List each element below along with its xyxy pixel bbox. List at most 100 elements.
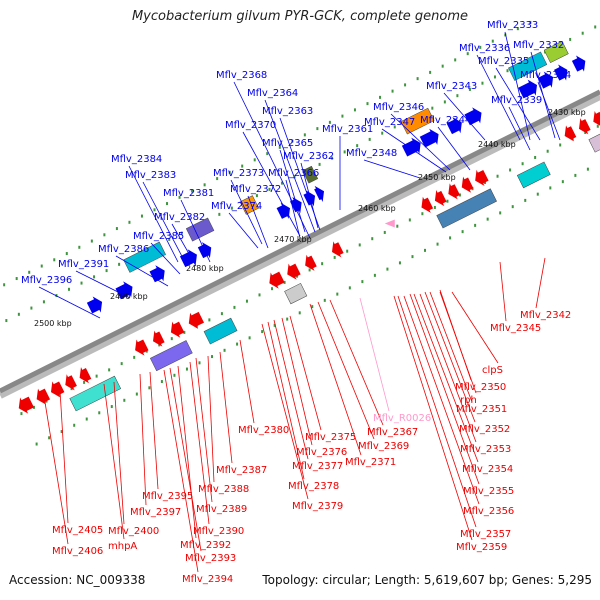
tick-dot — [506, 69, 509, 73]
forward-gene-arrow — [290, 197, 302, 214]
leader-line-reverse — [309, 303, 362, 456]
leader-line-reverse — [424, 291, 476, 423]
reverse-gene-arrow-shape — [448, 183, 460, 200]
reverse-gene-arrow — [305, 254, 317, 271]
leader-line-forward — [38, 286, 101, 319]
tick-dot — [416, 77, 419, 81]
forward-gene-arrow — [276, 202, 291, 219]
conservation-bar — [284, 282, 308, 305]
features — [18, 40, 600, 414]
reverse-gene-arrow — [331, 241, 344, 258]
leader-line-forward — [443, 92, 486, 141]
gene-label-forward: Mflv_2366 — [268, 168, 319, 179]
reverse-gene-arrow — [434, 190, 447, 207]
gene-label-reverse: Mflv_2387 — [216, 465, 267, 476]
tick-dot — [584, 130, 587, 134]
tick-dot — [90, 239, 93, 243]
leader-line-forward — [230, 179, 263, 245]
tick-dot — [461, 230, 464, 234]
ruler-label: 2480 kbp — [186, 264, 224, 273]
forward-gene-arrow-shape — [149, 265, 165, 283]
tick-dot — [559, 143, 562, 147]
tick-dot — [396, 224, 399, 228]
leader-line-forward — [437, 126, 471, 171]
tick-dot — [383, 230, 386, 234]
tick-dot — [393, 125, 396, 129]
leader-line-forward — [242, 131, 301, 237]
tick-dot — [218, 212, 221, 216]
gene-label-forward: Mflv_2381 — [163, 188, 214, 199]
tick-dot — [594, 25, 597, 29]
gene-label-reverse: clpS — [482, 365, 503, 376]
gene-label-reverse: Mflv_2400 — [108, 526, 159, 537]
forward-gene-arrow-shape — [464, 107, 482, 126]
gene-label-forward: Mflv_2339 — [491, 95, 542, 106]
tick-dot — [98, 411, 101, 415]
tick-dot — [253, 158, 256, 162]
leader-line-forward — [504, 31, 531, 141]
tick-dot — [481, 81, 484, 85]
tick-dot — [466, 52, 469, 56]
gene-label-forward: Mflv_2346 — [373, 102, 424, 113]
tick-dot — [160, 380, 163, 384]
tick-dot — [83, 380, 86, 384]
leader-line-reverse — [429, 291, 473, 403]
tick-dot — [373, 273, 376, 277]
forward-gene-arrow-shape — [86, 296, 103, 314]
tick-dot — [328, 120, 331, 124]
leader-line-reverse — [393, 295, 473, 541]
tick-dot — [85, 417, 88, 421]
forward-gene-arrow — [464, 107, 482, 126]
tick-dot — [191, 189, 194, 193]
tick-dot — [454, 58, 457, 62]
conservation-bar — [400, 107, 435, 135]
forward-gene-arrow-shape — [554, 64, 568, 81]
gene-label-forward: Mflv_2396 — [21, 275, 72, 286]
tick-dot — [391, 89, 394, 93]
tick-dot — [17, 312, 20, 316]
leader-line-reverse — [419, 293, 477, 443]
tick-dot — [241, 164, 244, 168]
tick-dot — [110, 405, 113, 409]
tick-dots — [3, 20, 599, 446]
reverse-gene-arrow — [421, 196, 434, 213]
tick-dot — [433, 205, 436, 209]
tick-dot — [404, 83, 407, 87]
tick-dot — [216, 177, 219, 181]
forward-gene-arrow-shape — [537, 71, 554, 89]
gene-label-reverse: Mflv_2397 — [130, 507, 181, 518]
ruler-label: 2440 kbp — [478, 140, 516, 149]
gene-label-reverse: Mflv_2388 — [198, 484, 249, 495]
tick-dot — [280, 181, 283, 185]
conservation-bar — [123, 241, 166, 273]
forward-gene-arrow-shape — [314, 185, 325, 202]
tick-dot — [173, 373, 176, 377]
tick-dot — [258, 293, 261, 297]
reverse-gene-arrow — [18, 396, 34, 414]
tick-dot — [170, 337, 173, 341]
reverse-gene-arrow-shape — [287, 263, 301, 280]
ruler-label: 2450 kbp — [418, 173, 456, 182]
leader-line-reverse — [535, 257, 546, 309]
conservation-bar — [203, 317, 238, 345]
tick-dot — [516, 27, 519, 31]
tick-dot — [211, 355, 214, 359]
tick-dot — [491, 39, 494, 43]
gene-label-forward: Mflv_2364 — [247, 88, 298, 99]
tick-dot — [366, 102, 369, 106]
reverse-gene-arrow-shape — [170, 321, 185, 338]
tick-dot — [316, 127, 319, 131]
tick-dot — [311, 305, 314, 309]
leader-line-forward — [233, 81, 311, 239]
tick-dot — [536, 192, 539, 196]
topology-text: Topology: circular; Length: 5,619,607 bp… — [262, 573, 592, 587]
tick-dot — [53, 258, 56, 262]
leader-line-forward — [495, 67, 541, 141]
leader-line-reverse — [281, 317, 313, 446]
tick-dot — [571, 137, 574, 141]
gene-label-forward: Mflv_2361 — [322, 124, 373, 135]
tick-dot — [333, 255, 336, 259]
tick-dot — [561, 180, 564, 184]
forward-gene-arrow-shape — [179, 249, 197, 268]
reverse-gene-arrow-shape — [135, 339, 149, 356]
